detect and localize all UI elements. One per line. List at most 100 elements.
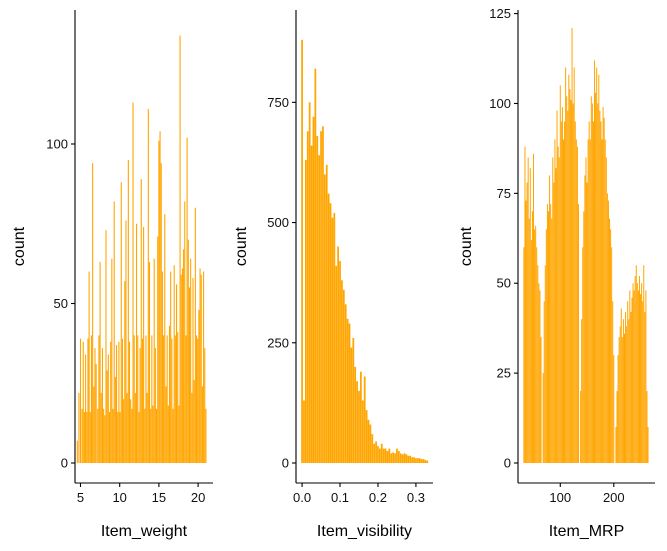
histogram-bar — [76, 440, 78, 463]
histogram-bar — [131, 408, 133, 463]
histogram-bar — [316, 135, 319, 464]
histogram-bar — [545, 229, 547, 463]
histogram-bar — [171, 338, 173, 463]
histogram-bar — [108, 411, 111, 463]
histogram-bar — [610, 229, 612, 463]
histogram-bar — [190, 258, 192, 463]
histogram-bar — [114, 376, 116, 463]
histogram-bar — [573, 67, 575, 464]
histogram-bar — [134, 392, 136, 463]
histogram-bar — [85, 354, 87, 463]
histogram-bar — [592, 121, 594, 463]
histogram-bar — [140, 179, 142, 463]
histogram-bar — [94, 348, 96, 463]
histogram-bar — [607, 200, 609, 464]
histogram-bar — [552, 157, 554, 463]
histogram-bar — [587, 139, 589, 463]
histogram-bar — [536, 247, 538, 463]
histogram-bar — [426, 460, 429, 463]
histogram-bar — [198, 309, 200, 463]
histogram-bar — [567, 110, 569, 464]
x-tick-label: 0.1 — [331, 490, 349, 505]
histogram-bar — [411, 457, 413, 463]
histogram-bar — [191, 392, 193, 463]
histogram-bar — [397, 450, 400, 463]
histogram-bar — [556, 110, 558, 464]
histogram-bar — [167, 405, 169, 463]
x-tick-label: 200 — [603, 490, 625, 505]
x-axis-title: Item_visibility — [317, 523, 412, 540]
histogram-bar — [394, 453, 396, 463]
histogram-bar — [422, 459, 425, 463]
histogram-bar — [571, 27, 573, 463]
histogram-bar — [201, 386, 203, 463]
histogram-bar — [314, 68, 317, 464]
histogram-bar — [604, 139, 606, 463]
histogram-bar — [575, 139, 577, 463]
histogram-bar — [390, 453, 393, 463]
histogram-bar — [111, 258, 113, 463]
histogram-bar — [204, 348, 206, 463]
histogram-bar — [83, 411, 85, 463]
histogram-bar — [192, 277, 194, 463]
y-tick-label: 75 — [497, 186, 511, 201]
histogram-bar — [584, 175, 586, 463]
histogram-bar — [596, 67, 598, 464]
histogram-bar — [86, 411, 88, 463]
histogram-bar — [638, 276, 640, 463]
y-tick-label: 50 — [497, 276, 511, 291]
histogram-bar — [380, 443, 383, 463]
histogram-bar — [365, 410, 368, 463]
histogram-bar — [138, 411, 140, 463]
histogram-bar — [322, 126, 324, 463]
histogram-bar — [141, 338, 143, 463]
histogram-bar — [310, 145, 313, 464]
histogram-bar — [303, 400, 305, 463]
histogram-bar — [133, 335, 135, 463]
histogram-bar — [95, 364, 97, 463]
histogram-bar — [413, 457, 415, 463]
histogram-bar — [157, 236, 159, 463]
histogram-bar — [609, 218, 611, 463]
histogram-bar — [113, 201, 115, 463]
histogram-bar — [565, 67, 567, 464]
histogram-bar — [570, 99, 572, 463]
histogram-bar — [178, 405, 180, 463]
histogram-bar — [549, 175, 551, 463]
histogram-bar — [637, 290, 639, 463]
histogram-bar — [136, 223, 138, 463]
histogram-bar — [560, 121, 562, 463]
histogram-bar — [597, 103, 599, 463]
histogram-bar — [197, 338, 199, 463]
y-axis-title: count — [458, 226, 475, 266]
histogram-bar — [548, 211, 549, 463]
histogram-bar — [325, 164, 328, 463]
histogram-bar — [146, 392, 148, 463]
histogram-bar — [568, 74, 570, 464]
histogram-bar — [538, 283, 540, 463]
histogram-bar — [420, 459, 423, 463]
histogram-bar — [409, 455, 412, 463]
histogram-bar — [320, 131, 322, 463]
histogram-bar — [172, 408, 174, 463]
histogram-bar — [415, 458, 417, 463]
histogram-bar — [153, 258, 155, 463]
y-axis-title: count — [233, 226, 250, 266]
y-tick-label: 0 — [282, 456, 289, 471]
histogram-bar — [550, 204, 552, 463]
histogram-bar — [551, 218, 553, 463]
histogram-bar — [600, 121, 602, 463]
histogram-bar — [564, 121, 566, 463]
y-tick-label: 125 — [489, 6, 511, 21]
histogram-bar — [606, 193, 608, 464]
histogram-bar — [602, 107, 604, 463]
y-tick-label: 250 — [267, 335, 289, 350]
histogram-bar — [193, 380, 195, 463]
histogram-bar — [576, 146, 578, 463]
histogram-bar — [187, 239, 189, 463]
histogram-bar — [559, 85, 561, 463]
histogram-bar — [405, 454, 408, 463]
histogram-bar — [335, 265, 338, 463]
histogram-bar — [143, 226, 145, 463]
histogram-bar — [88, 271, 90, 463]
